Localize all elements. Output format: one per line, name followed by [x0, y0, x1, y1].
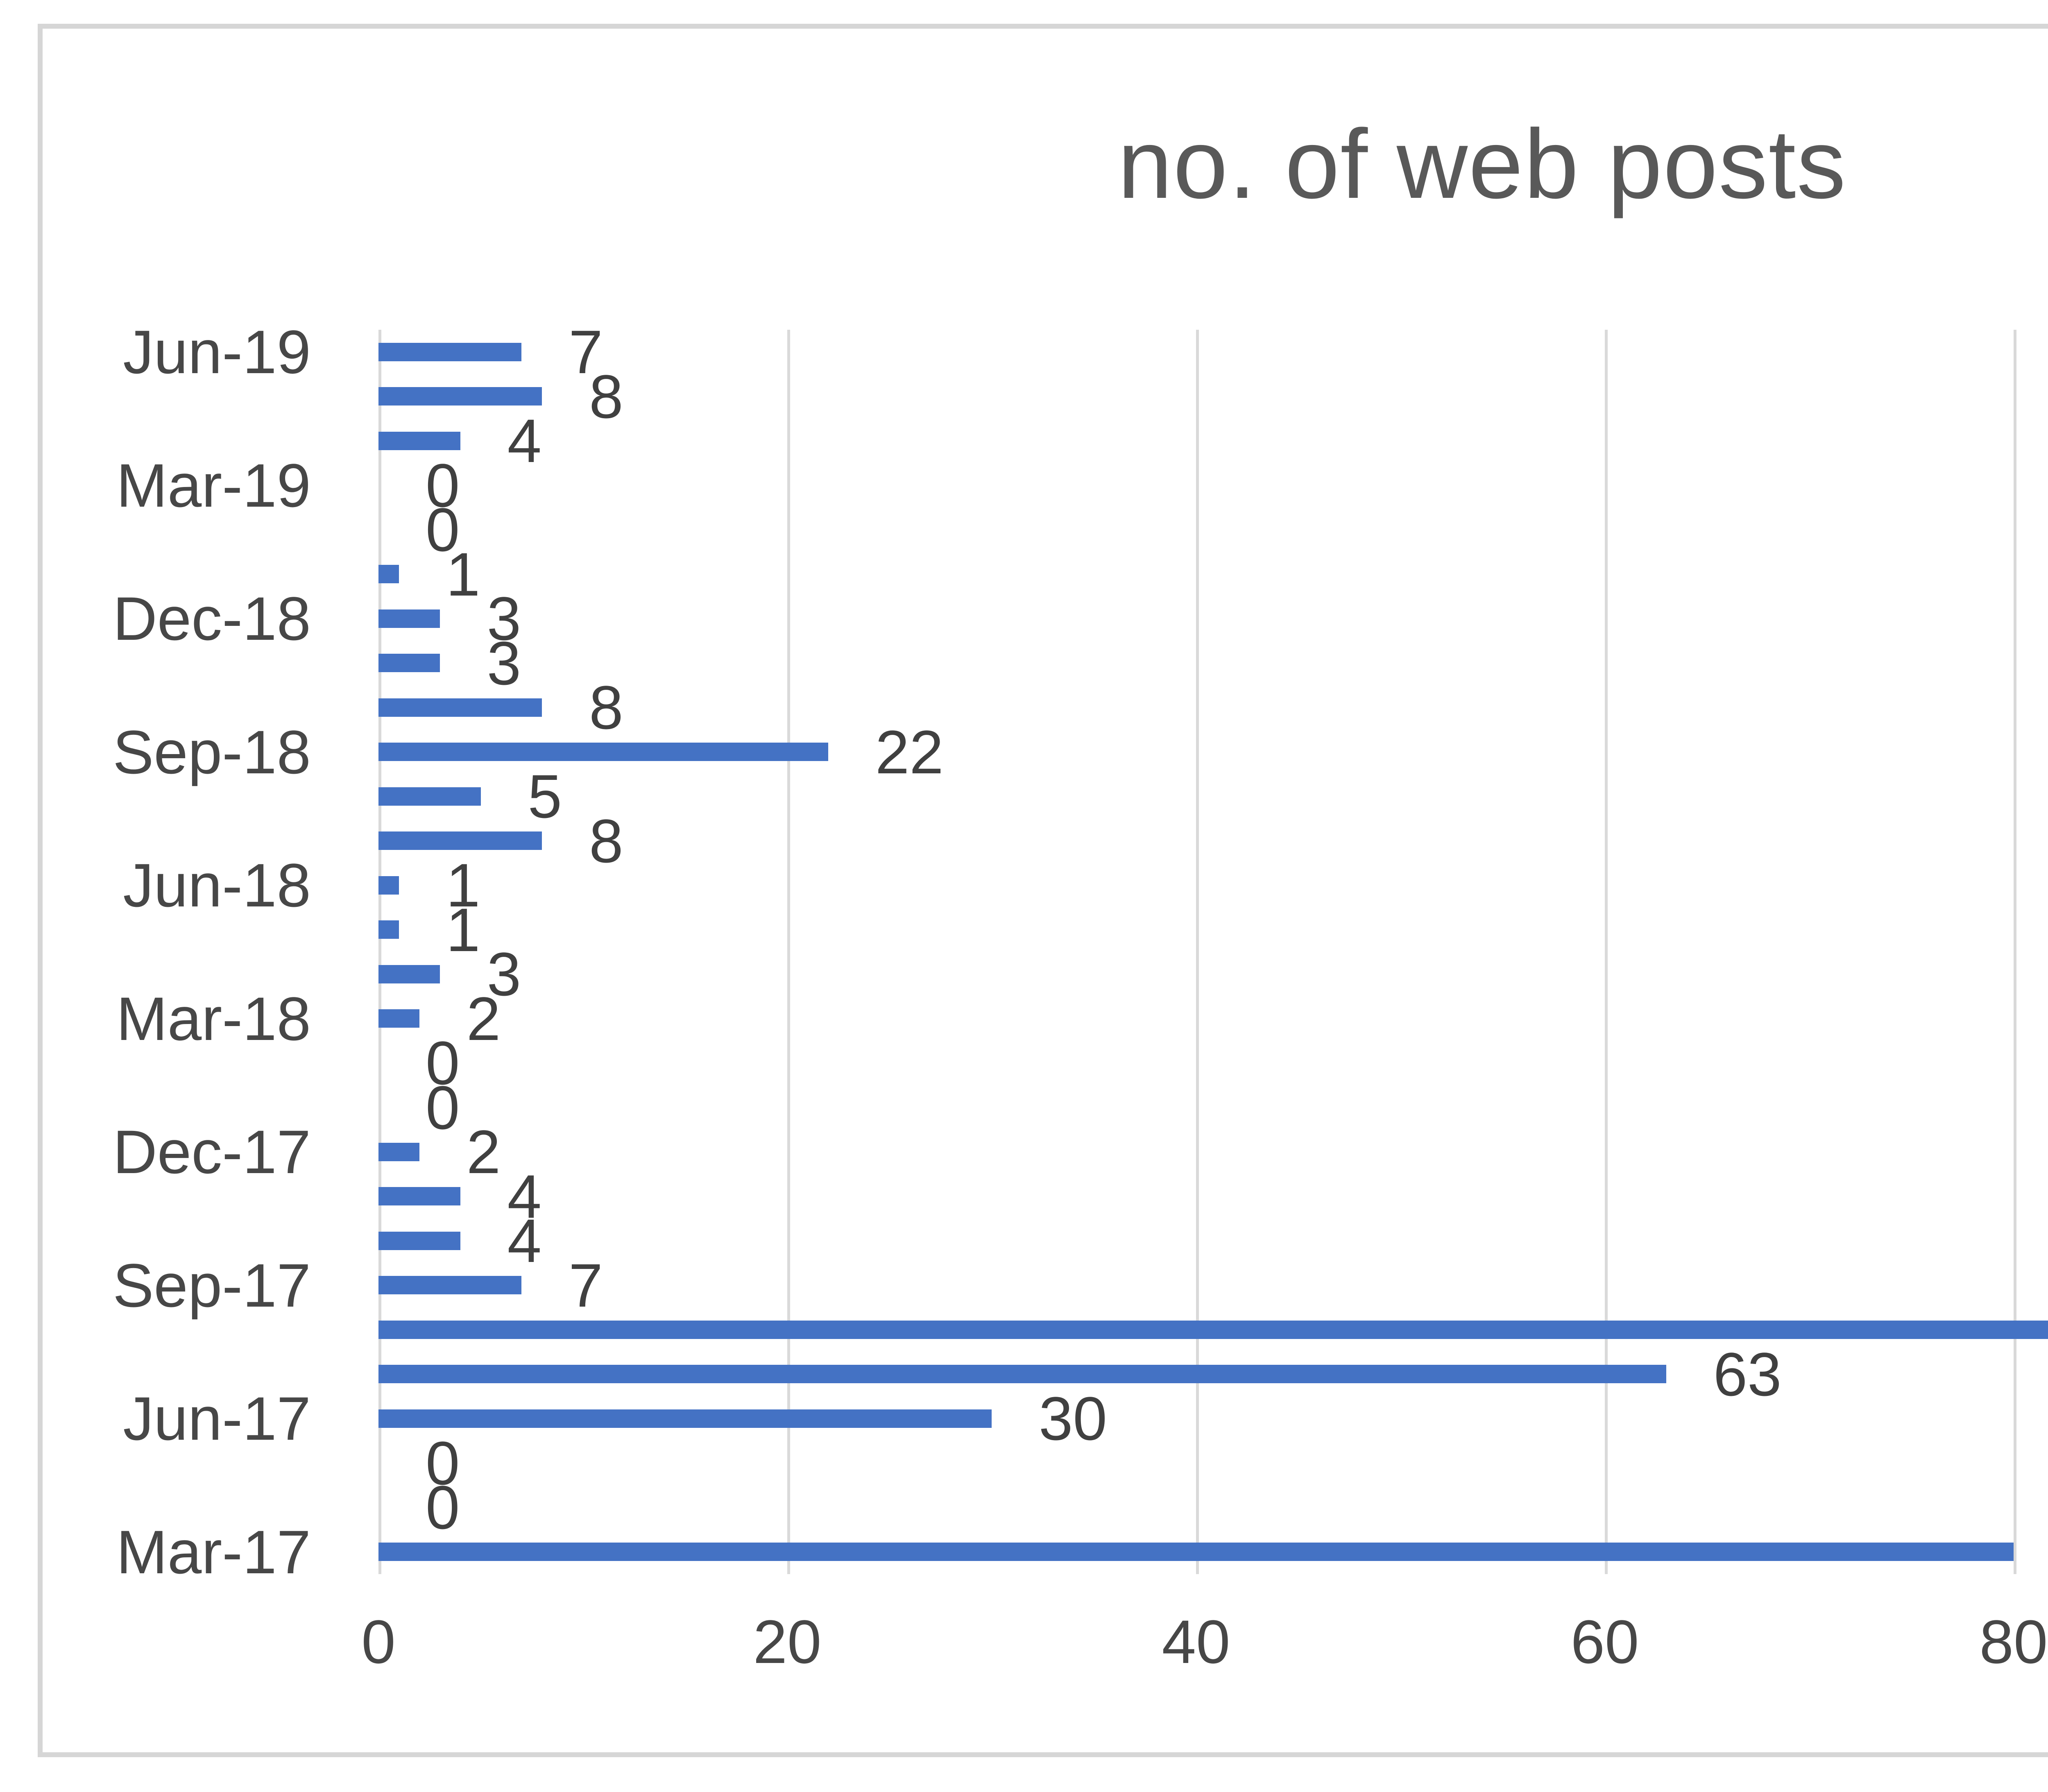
y-axis-tick-label: Mar-17 [116, 1517, 311, 1586]
x-axis-tick-label: 60 [1570, 1607, 1639, 1676]
bar-Apr-18 [378, 965, 440, 983]
bar-value-label: 63 [1713, 1339, 1782, 1409]
bar-Jan-19 [378, 565, 399, 584]
bar-Aug-18 [378, 787, 481, 806]
y-axis-tick-label: Sep-18 [113, 717, 311, 786]
bar-value-label: 4 [507, 406, 542, 475]
bar-Jul-17 [378, 1365, 1666, 1384]
bar-value-label: 1 [446, 895, 480, 964]
x-axis-tick-label: 20 [753, 1607, 822, 1676]
bar-Mar-17 [378, 1543, 2014, 1561]
bar-Nov-18 [378, 654, 440, 673]
bar-value-label: 0 [426, 495, 460, 564]
bar-value-label: 0 [426, 1073, 460, 1142]
plot-area: 7840013382258113200244711163300080 [378, 317, 2048, 1574]
bar-Jul-18 [378, 831, 542, 850]
bar-value-label: 8 [589, 673, 623, 742]
x-axis-tick-label: 40 [1162, 1607, 1230, 1676]
bar-value-label: 3 [487, 584, 521, 653]
bar-Jun-17 [378, 1409, 992, 1428]
bar-value-label: 30 [1039, 1384, 1107, 1453]
bar-value-label: 0 [426, 451, 460, 520]
bar-value-label: 1 [446, 851, 480, 920]
gridline [787, 330, 790, 1574]
bar-value-label: 0 [426, 1029, 460, 1097]
bar-value-label: 3 [487, 940, 521, 1008]
bar-Aug-17 [378, 1320, 2048, 1339]
chart-title: no. of web posts [1117, 109, 1847, 219]
gridline [2014, 330, 2016, 1574]
y-axis-tick-label: Sep-17 [113, 1251, 311, 1320]
y-axis-tick-label: Dec-18 [113, 584, 311, 653]
bar-Sep-18 [378, 743, 828, 761]
bar-Oct-17 [378, 1231, 460, 1250]
y-axis-tick-label: Jun-19 [123, 317, 311, 386]
bar-May-19 [378, 387, 542, 406]
bar-value-label: 4 [507, 1206, 542, 1275]
bar-value-label: 4 [507, 1162, 542, 1231]
bar-value-label: 3 [487, 628, 521, 698]
bar-Sep-17 [378, 1276, 522, 1295]
bar-value-label: 0 [426, 1473, 460, 1542]
y-axis-tick-label: Jun-17 [123, 1384, 311, 1453]
bar-Dec-17 [378, 1142, 419, 1161]
bar-Oct-18 [378, 698, 542, 717]
category-axis-line [378, 330, 381, 1574]
x-axis-tick-label: 0 [361, 1607, 396, 1676]
bar-Apr-19 [378, 431, 460, 450]
bar-value-label: 7 [569, 317, 603, 386]
chart-frame: no. of web posts 7 8 4 0 0 1 3 3 8 22 5 8 1 1 3 2 0 0 2 4 4 7… [38, 24, 2048, 1757]
bar-value-label: 1 [446, 539, 480, 609]
bar-value-label: 0 [426, 1428, 460, 1497]
y-axis-tick-label: Dec-17 [113, 1117, 311, 1186]
bar-May-18 [378, 920, 399, 939]
bar-Dec-18 [378, 609, 440, 628]
gridline [1605, 330, 1608, 1574]
bar-value-label: 2 [466, 1117, 501, 1186]
bar-Nov-17 [378, 1187, 460, 1206]
y-axis-tick-label: Jun-18 [123, 851, 311, 920]
y-axis-tick-label: Mar-18 [116, 984, 311, 1053]
bar-Jun-18 [378, 876, 399, 895]
y-axis-tick-label: Mar-19 [116, 451, 311, 520]
bar-value-label: 2 [466, 984, 501, 1053]
bar-Jun-19 [378, 342, 522, 361]
gridline [1196, 330, 1199, 1574]
bar-value-label: 5 [528, 762, 562, 831]
bar-value-label: 8 [589, 362, 623, 431]
bar-value-label: 22 [875, 717, 944, 786]
bar-value-label: 7 [569, 1251, 603, 1320]
bar-value-label: 8 [589, 806, 623, 875]
bar-Mar-18 [378, 1009, 419, 1028]
x-axis-tick-label: 80 [1979, 1607, 2048, 1676]
